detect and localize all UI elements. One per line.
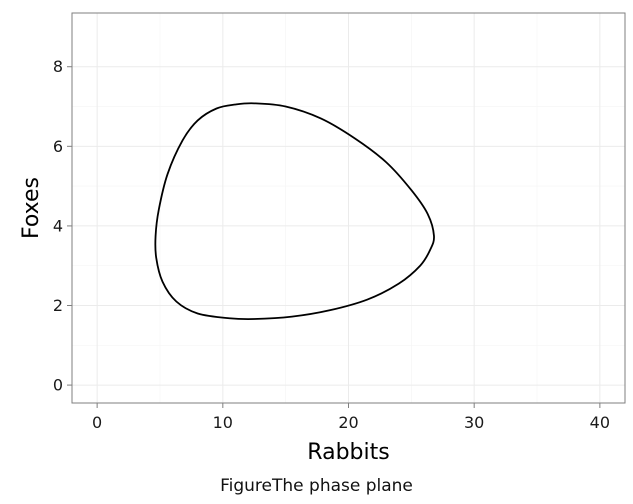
x-tick-label: 40 [590,413,610,432]
x-axis-ticks: 0 10 20 30 40 [92,403,610,432]
y-tick-label: 0 [53,376,63,395]
x-tick-label: 20 [338,413,358,432]
figure-caption: FigureThe phase plane [0,476,633,496]
y-tick-label: 4 [53,216,63,235]
y-axis-title: Foxes [19,177,44,239]
x-tick-label: 30 [464,413,484,432]
caption-text: The phase plane [272,476,413,496]
y-tick-label: 6 [53,137,63,156]
phase-orbit-line [154,102,435,321]
x-tick-label: 10 [213,413,233,432]
series-layer [154,102,435,321]
y-tick-label: 2 [53,296,63,315]
caption-prefix: Figure [220,476,272,496]
phase-plane-chart: 0 10 20 30 40 0 2 4 6 8 Rabbits Foxes [19,12,626,465]
x-axis-title: Rabbits [307,440,389,465]
y-axis-ticks: 0 2 4 6 8 [53,57,72,395]
x-tick-label: 0 [92,413,102,432]
y-tick-label: 8 [53,57,63,76]
